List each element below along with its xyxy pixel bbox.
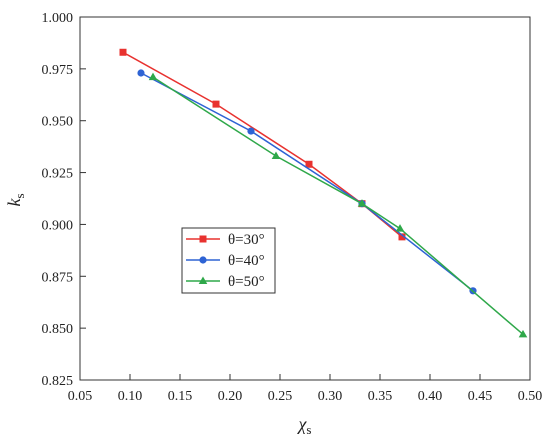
legend: θ=30° θ=40° θ=50° — [181, 227, 276, 294]
data-point-square — [119, 48, 127, 56]
data-point-triangle — [395, 224, 405, 232]
x-tick-label: 0.40 — [418, 389, 443, 404]
x-tick-label: 0.10 — [118, 389, 143, 404]
legend-marker-circle — [199, 256, 207, 264]
x-tick-label: 0.25 — [268, 389, 293, 404]
series-line-2 — [140, 72, 474, 292]
y-tick-label: 0.875 — [42, 270, 74, 285]
data-point-triangle — [357, 199, 367, 207]
y-tick-label: 0.850 — [42, 322, 74, 337]
y-axis-title: ks — [4, 193, 27, 206]
legend-label-1: θ=30° — [228, 232, 265, 248]
x-tick-label: 0.50 — [518, 389, 543, 404]
y-tick-label: 0.925 — [42, 167, 74, 182]
y-tick-label: 0.975 — [42, 63, 74, 78]
data-point-triangle — [148, 72, 158, 81]
y-axis-title-sub: s — [12, 193, 27, 198]
y-tick-label: 0.825 — [42, 374, 74, 389]
x-tick-label: 0.35 — [368, 389, 393, 404]
legend-marker-triangle — [198, 276, 208, 284]
x-axis-title-main: χ — [297, 414, 308, 434]
y-tick-label: 0.950 — [42, 115, 74, 130]
legend-label-2: θ=40° — [228, 253, 265, 269]
y-tick-label: 1.000 — [42, 11, 74, 26]
data-point-triangle — [271, 151, 281, 159]
legend-entry-3: θ=50° — [186, 274, 265, 290]
data-point-square — [212, 100, 220, 108]
series-line-3 — [152, 76, 524, 335]
plot-frame — [79, 16, 531, 381]
y-axis-ticks: 0.825 0.850 0.875 0.900 0.925 0.950 0.975 1.000 — [42, 11, 86, 389]
x-axis-title: χs — [297, 414, 312, 437]
y-axis-title-main: k — [4, 198, 24, 207]
plot-area — [79, 16, 531, 381]
x-axis-title-sub: s — [306, 422, 311, 437]
data-point-square — [398, 233, 406, 241]
data-point-square — [305, 160, 313, 168]
legend-label-3: θ=50° — [228, 274, 265, 290]
x-tick-label: 0.45 — [468, 389, 493, 404]
x-tick-label: 0.15 — [168, 389, 193, 404]
y-tick-label: 0.900 — [42, 218, 74, 233]
series-line-1 — [122, 51, 403, 238]
x-tick-label: 0.20 — [218, 389, 243, 404]
x-tick-label: 0.05 — [68, 389, 93, 404]
data-point-circle — [247, 127, 255, 135]
legend-entry-1: θ=30° — [186, 232, 265, 248]
legend-marker-square — [199, 235, 207, 243]
series-layer — [119, 48, 528, 338]
data-point-circle — [137, 69, 145, 77]
legend-entry-2: θ=40° — [186, 253, 265, 269]
data-point-triangle — [518, 329, 528, 338]
x-tick-label: 0.30 — [318, 389, 343, 404]
x-axis-ticks: 0.05 0.10 0.15 0.20 0.25 0.30 0.35 0.40 0.45 0.50 — [68, 374, 543, 404]
